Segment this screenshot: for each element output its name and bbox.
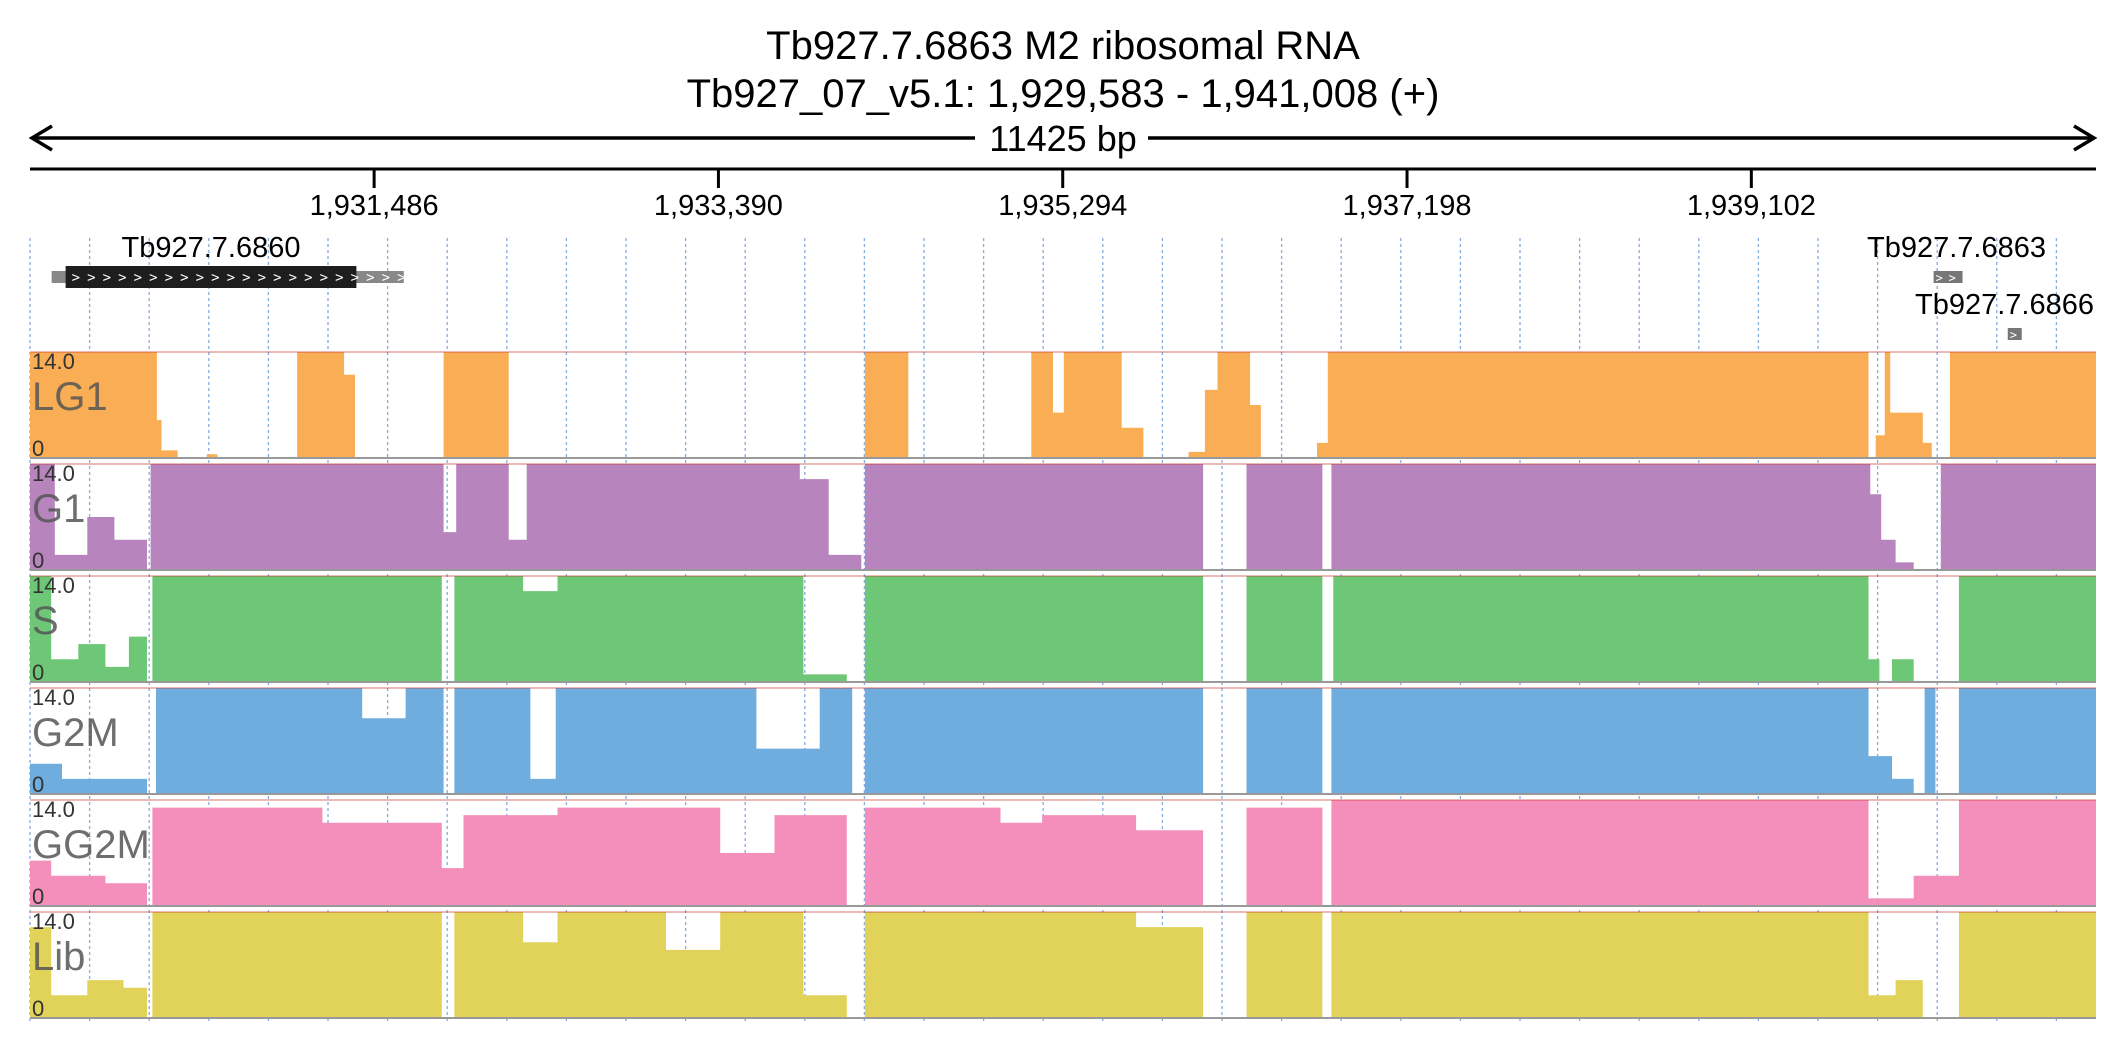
strand-arrow: > <box>103 270 111 286</box>
track-name: GG2M <box>32 823 150 867</box>
strand-arrow: > <box>382 270 390 286</box>
chart-title: Tb927.7.6863 M2 ribosomal RNA <box>766 24 1360 68</box>
scale-min-label: 0 <box>32 772 44 797</box>
tick-label: 1,939,102 <box>1687 190 1816 222</box>
scale-max-label: 14.0 <box>32 349 75 374</box>
span-arrow-right <box>2073 124 2098 152</box>
strand-arrow: > <box>242 270 250 286</box>
span-label: 11425 bp <box>989 118 1136 159</box>
strand-arrow: > <box>196 270 204 286</box>
coverage-area <box>30 464 2096 570</box>
strand-arrow: > <box>258 270 266 286</box>
strand-arrow: > <box>2010 328 2017 342</box>
track-name: S <box>32 599 59 643</box>
coverage-area <box>30 576 2096 682</box>
track-name: G2M <box>32 711 119 755</box>
strand-arrow: > <box>397 270 405 286</box>
coverage-tracks: 14.00LG114.00G114.00S14.00G2M14.00GG2M14… <box>30 349 2096 1021</box>
strand-arrow: > <box>335 270 343 286</box>
strand-arrow: > <box>72 270 80 286</box>
gene-label: Tb927.7.6863 <box>1867 232 2046 264</box>
strand-arrow: > <box>165 270 173 286</box>
strand-arrow: > <box>289 270 297 286</box>
strand-arrow: > <box>149 270 157 286</box>
gene-label: Tb927.7.6866 <box>1915 289 2094 321</box>
strand-arrow: > <box>1949 271 1956 285</box>
tick-label: 1,937,198 <box>1343 190 1472 222</box>
chart-locus: Tb927_07_v5.1: 1,929,583 - 1,941,008 (+) <box>687 72 1440 116</box>
strand-arrow: > <box>366 270 374 286</box>
scale-min-label: 0 <box>32 660 44 685</box>
scale-max-label: 14.0 <box>32 797 75 822</box>
strand-arrow: > <box>211 270 219 286</box>
gene-track: > > > > > > > > > > > > > > > > > > > > > > Tb927.7.6860 > > Tb92… <box>51 232 2094 342</box>
scale-min-label: 0 <box>32 884 44 909</box>
axis-ticks: 1,931,486 1,933,390 1,935,294 1,937,198 1,93… <box>310 169 1816 222</box>
strand-arrow: > <box>180 270 188 286</box>
tick-label: 1,933,390 <box>654 190 783 222</box>
gene-label: Tb927.7.6860 <box>122 232 301 264</box>
coverage-area <box>30 800 2096 906</box>
scale-max-label: 14.0 <box>32 573 75 598</box>
tick-label: 1,935,294 <box>998 190 1127 222</box>
scale-max-label: 14.0 <box>32 461 75 486</box>
track-name: G1 <box>32 487 85 531</box>
strand-arrow: > <box>134 270 142 286</box>
strand-arrow: > <box>227 270 235 286</box>
strand-arrow: > <box>87 270 95 286</box>
coverage-area <box>30 912 2096 1018</box>
strand-arrow: > <box>118 270 126 286</box>
gene-cds <box>65 266 357 288</box>
coverage-area <box>30 352 2096 458</box>
tick-label: 1,931,486 <box>310 190 439 222</box>
strand-arrow: > <box>273 270 281 286</box>
scale-max-label: 14.0 <box>32 909 75 934</box>
strand-arrow: > <box>320 270 328 286</box>
span-arrow-left <box>28 124 53 152</box>
coverage-area <box>30 688 2096 794</box>
scale-min-label: 0 <box>32 436 44 461</box>
track-name: Lib <box>32 935 85 979</box>
strand-arrow: > <box>351 270 359 286</box>
scale-min-label: 0 <box>32 996 44 1021</box>
span-ruler: 11425 bp <box>28 118 2098 159</box>
scale-max-label: 14.0 <box>32 685 75 710</box>
strand-arrow: > <box>304 270 312 286</box>
strand-arrow: > <box>1936 271 1943 285</box>
track-name: LG1 <box>32 375 108 419</box>
scale-min-label: 0 <box>32 548 44 573</box>
gene-block <box>1933 271 1963 283</box>
gene-block <box>2007 328 2022 340</box>
